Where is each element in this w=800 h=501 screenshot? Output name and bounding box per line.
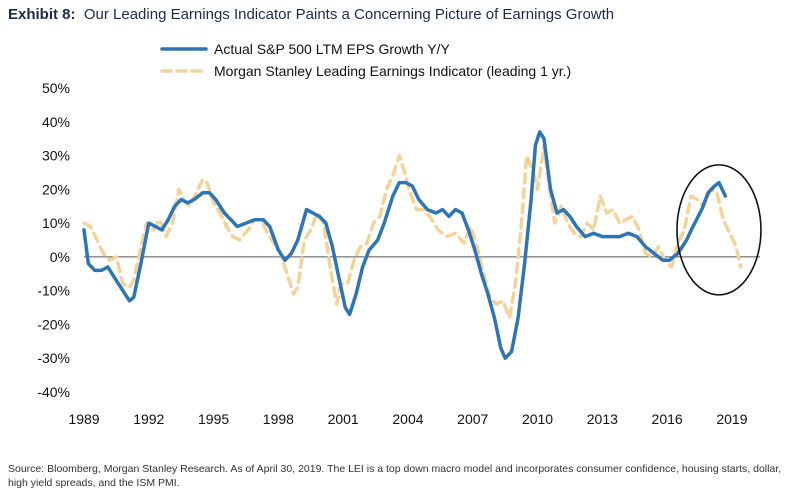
x-tick-label: 1992 xyxy=(133,411,164,427)
x-tick-label: 2016 xyxy=(652,411,683,427)
y-tick-label: 0% xyxy=(50,249,70,265)
legend-label-1: Actual S&P 500 LTM EPS Growth Y/Y xyxy=(214,41,450,57)
legend-label-2: Morgan Stanley Leading Earnings Indicato… xyxy=(214,63,571,79)
y-axis: -40% -30% -20% -10% 0% 10% 20% 30% 40% 50% xyxy=(37,80,70,400)
x-tick-label: 2013 xyxy=(587,411,618,427)
y-tick-label: -20% xyxy=(37,316,70,332)
y-tick-label: 30% xyxy=(42,148,70,164)
exhibit-label: Exhibit 8: xyxy=(8,6,76,23)
annotation-group xyxy=(676,164,762,296)
y-tick-label: -40% xyxy=(37,384,70,400)
x-tick-label: 2010 xyxy=(522,411,553,427)
title-text: Our Leading Earnings Indicator Paints a … xyxy=(83,6,615,23)
leading-indicator-line xyxy=(82,143,743,320)
chart-title: Exhibit 8: Our Leading Earnings Indicato… xyxy=(8,6,614,23)
x-axis: 1989 1992 1995 1998 2001 2004 2007 2010 2013 2016… xyxy=(68,256,760,427)
y-tick-label: -10% xyxy=(37,283,70,299)
y-tick-label: -30% xyxy=(37,350,70,366)
x-tick-label: 2004 xyxy=(392,411,423,427)
y-tick-label: 50% xyxy=(42,80,70,96)
highlight-ellipse xyxy=(676,164,762,296)
x-tick-label: 1989 xyxy=(68,411,99,427)
source-note: Source: Bloomberg, Morgan Stanley Resear… xyxy=(8,463,782,489)
series-group xyxy=(82,130,743,360)
y-tick-label: 40% xyxy=(42,114,70,130)
x-tick-label: 2019 xyxy=(716,411,747,427)
x-tick-label: 1995 xyxy=(198,411,229,427)
actual-eps-growth-line xyxy=(82,130,728,360)
x-tick-label: 2007 xyxy=(457,411,488,427)
y-tick-label: 20% xyxy=(42,181,70,197)
x-tick-label: 2001 xyxy=(328,411,359,427)
legend: Actual S&P 500 LTM EPS Growth Y/Y Morgan … xyxy=(160,41,571,79)
y-tick-label: 10% xyxy=(42,215,70,231)
x-tick-label: 1998 xyxy=(263,411,294,427)
